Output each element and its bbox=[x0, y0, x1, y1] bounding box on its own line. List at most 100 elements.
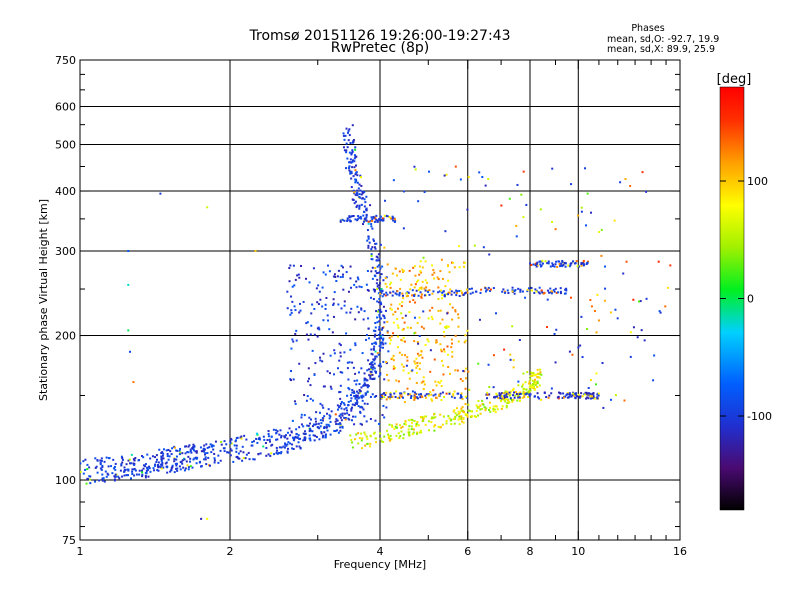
scatter-point bbox=[142, 467, 145, 470]
scatter-point bbox=[462, 417, 465, 420]
scatter-point bbox=[333, 349, 336, 352]
scatter-point bbox=[147, 475, 150, 478]
scatter-point bbox=[385, 406, 388, 409]
scatter-point bbox=[496, 408, 499, 411]
scatter-point bbox=[499, 393, 502, 396]
scatter-point bbox=[334, 429, 337, 432]
scatter-point bbox=[370, 254, 373, 257]
scatter-point bbox=[639, 300, 642, 303]
scatter-point bbox=[489, 406, 492, 409]
scatter-point bbox=[376, 265, 379, 268]
scatter-point bbox=[388, 423, 391, 426]
x-tick-label: 1 bbox=[77, 545, 84, 558]
scatter-point bbox=[450, 342, 453, 345]
scatter-point bbox=[417, 288, 420, 291]
scatter-point bbox=[384, 277, 387, 280]
scatter-point bbox=[278, 446, 281, 449]
scatter-point bbox=[208, 446, 211, 449]
scatter-point bbox=[533, 380, 536, 383]
scatter-point bbox=[302, 439, 305, 442]
scatter-point bbox=[80, 470, 82, 473]
scatter-point bbox=[386, 215, 389, 218]
scatter-point bbox=[99, 459, 102, 462]
scatter-point bbox=[454, 309, 457, 312]
scatter-point bbox=[378, 313, 381, 316]
scatter-point bbox=[547, 262, 550, 265]
scatter-point bbox=[369, 434, 372, 437]
scatter-point bbox=[568, 350, 571, 353]
scatter-point bbox=[597, 394, 600, 397]
scatter-point bbox=[355, 171, 358, 174]
scatter-point bbox=[324, 273, 327, 276]
scatter-point bbox=[485, 393, 488, 396]
scatter-point bbox=[279, 429, 282, 432]
scatter-point bbox=[402, 227, 405, 230]
scatter-point bbox=[380, 317, 383, 320]
scatter-point bbox=[171, 464, 174, 467]
scatter-point bbox=[528, 382, 531, 385]
scatter-point bbox=[385, 291, 388, 294]
scatter-point bbox=[189, 460, 192, 463]
scatter-point bbox=[356, 399, 359, 402]
scatter-point bbox=[439, 289, 442, 292]
scatter-point bbox=[374, 437, 377, 440]
scatter-point bbox=[573, 392, 576, 395]
scatter-point bbox=[178, 449, 181, 452]
scatter-point bbox=[290, 347, 293, 350]
scatter-point bbox=[336, 404, 339, 407]
scatter-point bbox=[354, 178, 357, 181]
scatter-point bbox=[389, 391, 392, 394]
scatter-point bbox=[350, 286, 353, 289]
scatter-point bbox=[384, 393, 387, 396]
scatter-point bbox=[317, 284, 320, 287]
scatter-point bbox=[511, 289, 514, 292]
scatter-point bbox=[567, 264, 570, 267]
scatter-point bbox=[191, 447, 194, 450]
scatter-point bbox=[394, 395, 397, 398]
scatter-point bbox=[312, 423, 315, 426]
scatter-point bbox=[420, 381, 423, 384]
scatter-point bbox=[408, 300, 411, 303]
scatter-point bbox=[192, 449, 195, 452]
scatter-point bbox=[535, 262, 538, 265]
scatter-point bbox=[440, 399, 443, 402]
scatter-point bbox=[377, 253, 380, 256]
scatter-point bbox=[579, 344, 582, 347]
scatter-point bbox=[373, 290, 376, 293]
scatter-point bbox=[535, 290, 538, 293]
scatter-point bbox=[524, 296, 527, 299]
scatter-point bbox=[534, 264, 537, 267]
scatter-point bbox=[367, 237, 370, 240]
scatter-point bbox=[629, 331, 632, 334]
scatter-point bbox=[430, 315, 433, 318]
scatter-point bbox=[135, 473, 138, 476]
x-axis-label: Frequency [MHz] bbox=[334, 558, 426, 571]
scatter-point bbox=[513, 292, 516, 295]
scatter-point bbox=[373, 345, 376, 348]
scatter-point bbox=[131, 468, 134, 471]
scatter-point bbox=[467, 403, 470, 406]
scatter-point bbox=[239, 436, 242, 439]
scatter-point bbox=[101, 477, 104, 480]
scatter-point bbox=[403, 190, 406, 193]
scatter-point bbox=[334, 275, 337, 278]
scatter-point bbox=[371, 219, 374, 222]
scatter-point bbox=[141, 469, 144, 472]
scatter-point bbox=[586, 396, 589, 399]
scatter-point bbox=[360, 423, 363, 426]
scatter-point bbox=[413, 286, 416, 289]
scatter-point bbox=[443, 350, 446, 353]
scatter-point bbox=[383, 321, 386, 324]
scatter-point bbox=[381, 393, 384, 396]
scatter-point bbox=[366, 402, 369, 405]
scatter-point bbox=[362, 408, 365, 411]
scatter-point bbox=[394, 267, 397, 270]
scatter-point bbox=[114, 462, 117, 465]
scatter-point bbox=[440, 359, 443, 362]
scatter-point bbox=[412, 266, 415, 269]
scatter-point bbox=[334, 413, 337, 416]
scatter-point bbox=[583, 263, 586, 266]
scatter-point bbox=[420, 394, 423, 397]
scatter-point bbox=[374, 341, 377, 344]
scatter-point bbox=[343, 149, 346, 152]
